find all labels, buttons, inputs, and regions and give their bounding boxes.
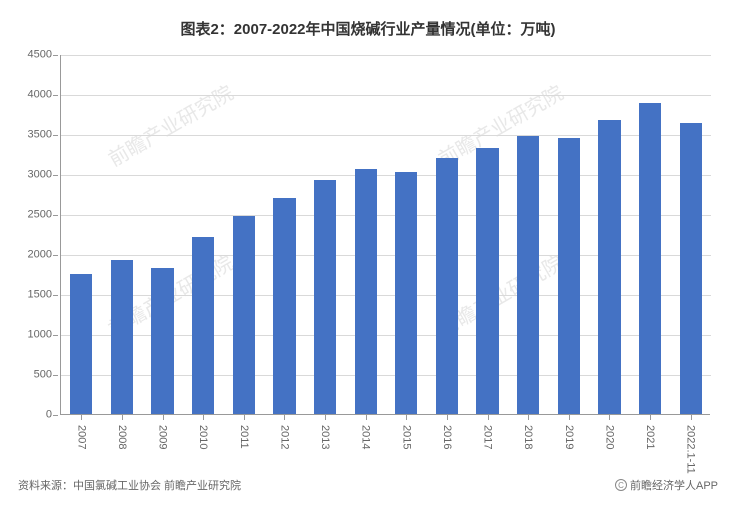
- source-label: 资料来源：: [18, 480, 73, 492]
- copyright: C 前瞻经济学人APP: [615, 477, 718, 493]
- y-tick: [53, 175, 58, 176]
- x-axis-label: 2018: [522, 425, 534, 449]
- gridline: [61, 55, 711, 56]
- bar: [233, 216, 255, 414]
- y-tick: [53, 295, 58, 296]
- x-axis-label: 2008: [116, 425, 128, 449]
- y-tick: [53, 55, 58, 56]
- y-axis-label: 4500: [12, 50, 52, 61]
- x-axis-label: 2020: [603, 425, 615, 449]
- bar: [436, 158, 458, 414]
- bar: [558, 138, 580, 414]
- x-axis-label: 2010: [197, 425, 209, 449]
- x-tick: [569, 415, 570, 420]
- y-axis-label: 4000: [12, 90, 52, 101]
- y-tick: [53, 375, 58, 376]
- x-axis-label: 2021: [644, 425, 656, 449]
- y-axis-label: 1500: [12, 290, 52, 301]
- x-tick: [163, 415, 164, 420]
- y-tick: [53, 215, 58, 216]
- x-tick: [284, 415, 285, 420]
- y-axis-label: 0: [12, 410, 52, 421]
- bar: [192, 237, 214, 414]
- y-axis-label: 3000: [12, 170, 52, 181]
- x-axis-label: 2022.1-11: [685, 425, 697, 474]
- x-tick: [609, 415, 610, 420]
- bar: [476, 148, 498, 414]
- bar: [111, 260, 133, 414]
- x-tick: [488, 415, 489, 420]
- x-tick: [406, 415, 407, 420]
- x-axis-label: 2012: [278, 425, 290, 449]
- source-text: 中国氯碱工业协会 前瞻产业研究院: [73, 480, 241, 492]
- bar: [151, 268, 173, 414]
- x-tick: [81, 415, 82, 420]
- x-tick: [122, 415, 123, 420]
- x-axis-label: 2011: [238, 425, 250, 449]
- source-line: 资料来源：中国氯碱工业协会 前瞻产业研究院: [18, 477, 241, 493]
- x-tick: [691, 415, 692, 420]
- x-tick: [528, 415, 529, 420]
- x-axis-label: 2009: [157, 425, 169, 449]
- footer: 资料来源：中国氯碱工业协会 前瞻产业研究院 C 前瞻经济学人APP: [18, 477, 718, 493]
- y-axis-label: 500: [12, 370, 52, 381]
- x-axis-label: 2019: [563, 425, 575, 449]
- x-tick: [366, 415, 367, 420]
- bar: [639, 103, 661, 414]
- x-tick: [447, 415, 448, 420]
- y-axis-label: 1000: [12, 330, 52, 341]
- bar-chart: 0500100015002000250030003500400045002007…: [60, 55, 710, 415]
- bar: [598, 120, 620, 414]
- bar: [680, 123, 702, 414]
- y-tick: [53, 135, 58, 136]
- y-tick: [53, 95, 58, 96]
- x-tick: [325, 415, 326, 420]
- x-axis-label: 2017: [482, 425, 494, 449]
- x-axis-label: 2014: [360, 425, 372, 449]
- x-tick: [203, 415, 204, 420]
- x-tick: [244, 415, 245, 420]
- y-axis-label: 2000: [12, 250, 52, 261]
- x-axis-label: 2016: [441, 425, 453, 449]
- x-axis-label: 2015: [400, 425, 412, 449]
- y-axis-label: 2500: [12, 210, 52, 221]
- bar: [517, 136, 539, 414]
- x-axis-label: 2013: [319, 425, 331, 449]
- bar: [395, 172, 417, 414]
- bar: [70, 274, 92, 414]
- y-tick: [53, 335, 58, 336]
- x-tick: [650, 415, 651, 420]
- copyright-icon: C: [615, 479, 627, 491]
- bar: [314, 180, 336, 414]
- bar: [273, 198, 295, 414]
- y-tick: [53, 415, 58, 416]
- bar: [355, 169, 377, 414]
- chart-title: 图表2：2007-2022年中国烧碱行业产量情况(单位：万吨): [0, 0, 736, 49]
- gridline: [61, 95, 711, 96]
- y-tick: [53, 255, 58, 256]
- copyright-text: 前瞻经济学人APP: [630, 477, 718, 493]
- y-axis-label: 3500: [12, 130, 52, 141]
- x-axis-label: 2007: [75, 425, 87, 449]
